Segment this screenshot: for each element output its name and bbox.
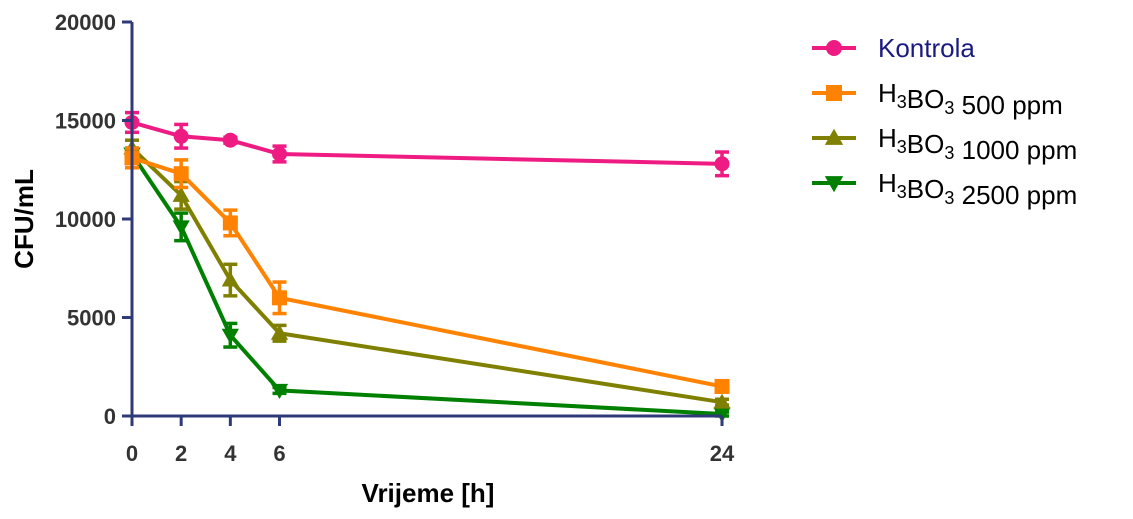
legend-item: H3BO3 500 ppm <box>812 78 1063 120</box>
data-point <box>272 290 287 306</box>
legend-text-part: H <box>878 168 897 198</box>
legend-text-part: 500 ppm <box>954 90 1062 120</box>
x-tick-label: 2 <box>175 441 187 466</box>
data-point <box>826 85 842 101</box>
data-point <box>221 328 239 344</box>
legend-label: H3BO3 2500 ppm <box>878 168 1077 210</box>
legend-subscript: 3 <box>897 182 907 202</box>
y-tick-label: 10000 <box>55 207 116 232</box>
series-line <box>131 156 723 389</box>
legend-text-part: BO <box>907 84 945 114</box>
x-axis-title: Vrijeme [h] <box>362 478 495 508</box>
x-tick-label: 24 <box>710 441 735 466</box>
x-tick-label: 4 <box>224 441 237 466</box>
y-axis-title: CFU/mL <box>9 169 39 269</box>
data-point <box>270 324 289 340</box>
data-point <box>270 383 289 400</box>
data-point <box>173 128 189 144</box>
series-line <box>131 120 723 166</box>
legend-text-part: 2500 ppm <box>954 180 1077 210</box>
series-0 <box>124 110 730 178</box>
legend-label: Kontrola <box>878 33 975 63</box>
legend-text-part: 1000 ppm <box>954 135 1077 165</box>
legend-text-part: H <box>878 78 897 108</box>
legend-item: Kontrola <box>812 33 975 63</box>
legend-label: H3BO3 1000 ppm <box>878 123 1077 165</box>
y-tick-label: 5000 <box>67 306 116 331</box>
data-point <box>172 220 190 236</box>
axes-layer <box>122 20 724 426</box>
data-point <box>714 378 730 394</box>
data-point <box>172 186 190 202</box>
data-point <box>173 166 189 182</box>
data-point <box>713 393 731 409</box>
legend-subscript: 3 <box>897 92 907 112</box>
data-point <box>221 271 239 287</box>
data-point <box>824 176 844 193</box>
legend-text-part: BO <box>907 129 945 159</box>
legend-subscript: 3 <box>897 137 907 157</box>
legend-text-part: Kontrola <box>878 33 975 63</box>
y-tick-label: 0 <box>104 404 116 429</box>
data-point <box>824 128 844 145</box>
data-point <box>826 40 842 56</box>
data-point <box>714 156 730 172</box>
x-tick-label: 0 <box>126 441 138 466</box>
legend-subscript: 3 <box>944 143 954 163</box>
legend-label: H3BO3 500 ppm <box>878 78 1063 120</box>
legend-item: H3BO3 2500 ppm <box>812 168 1077 210</box>
legend-subscript: 3 <box>944 188 954 208</box>
legend-subscript: 3 <box>944 98 954 118</box>
series-layer <box>123 110 731 423</box>
series-line <box>130 152 723 417</box>
x-tick-label: 6 <box>273 441 285 466</box>
series-line <box>130 146 723 405</box>
y-tick-label: 15000 <box>55 109 116 134</box>
series-1 <box>124 146 730 394</box>
data-point <box>272 146 287 162</box>
y-tick-label: 20000 <box>55 10 116 35</box>
legend-text-part: BO <box>907 174 945 204</box>
data-point <box>222 132 238 148</box>
data-point <box>222 215 238 231</box>
legend-item: H3BO3 1000 ppm <box>812 123 1077 165</box>
legend-text-part: H <box>878 123 897 153</box>
series-3 <box>123 146 731 423</box>
